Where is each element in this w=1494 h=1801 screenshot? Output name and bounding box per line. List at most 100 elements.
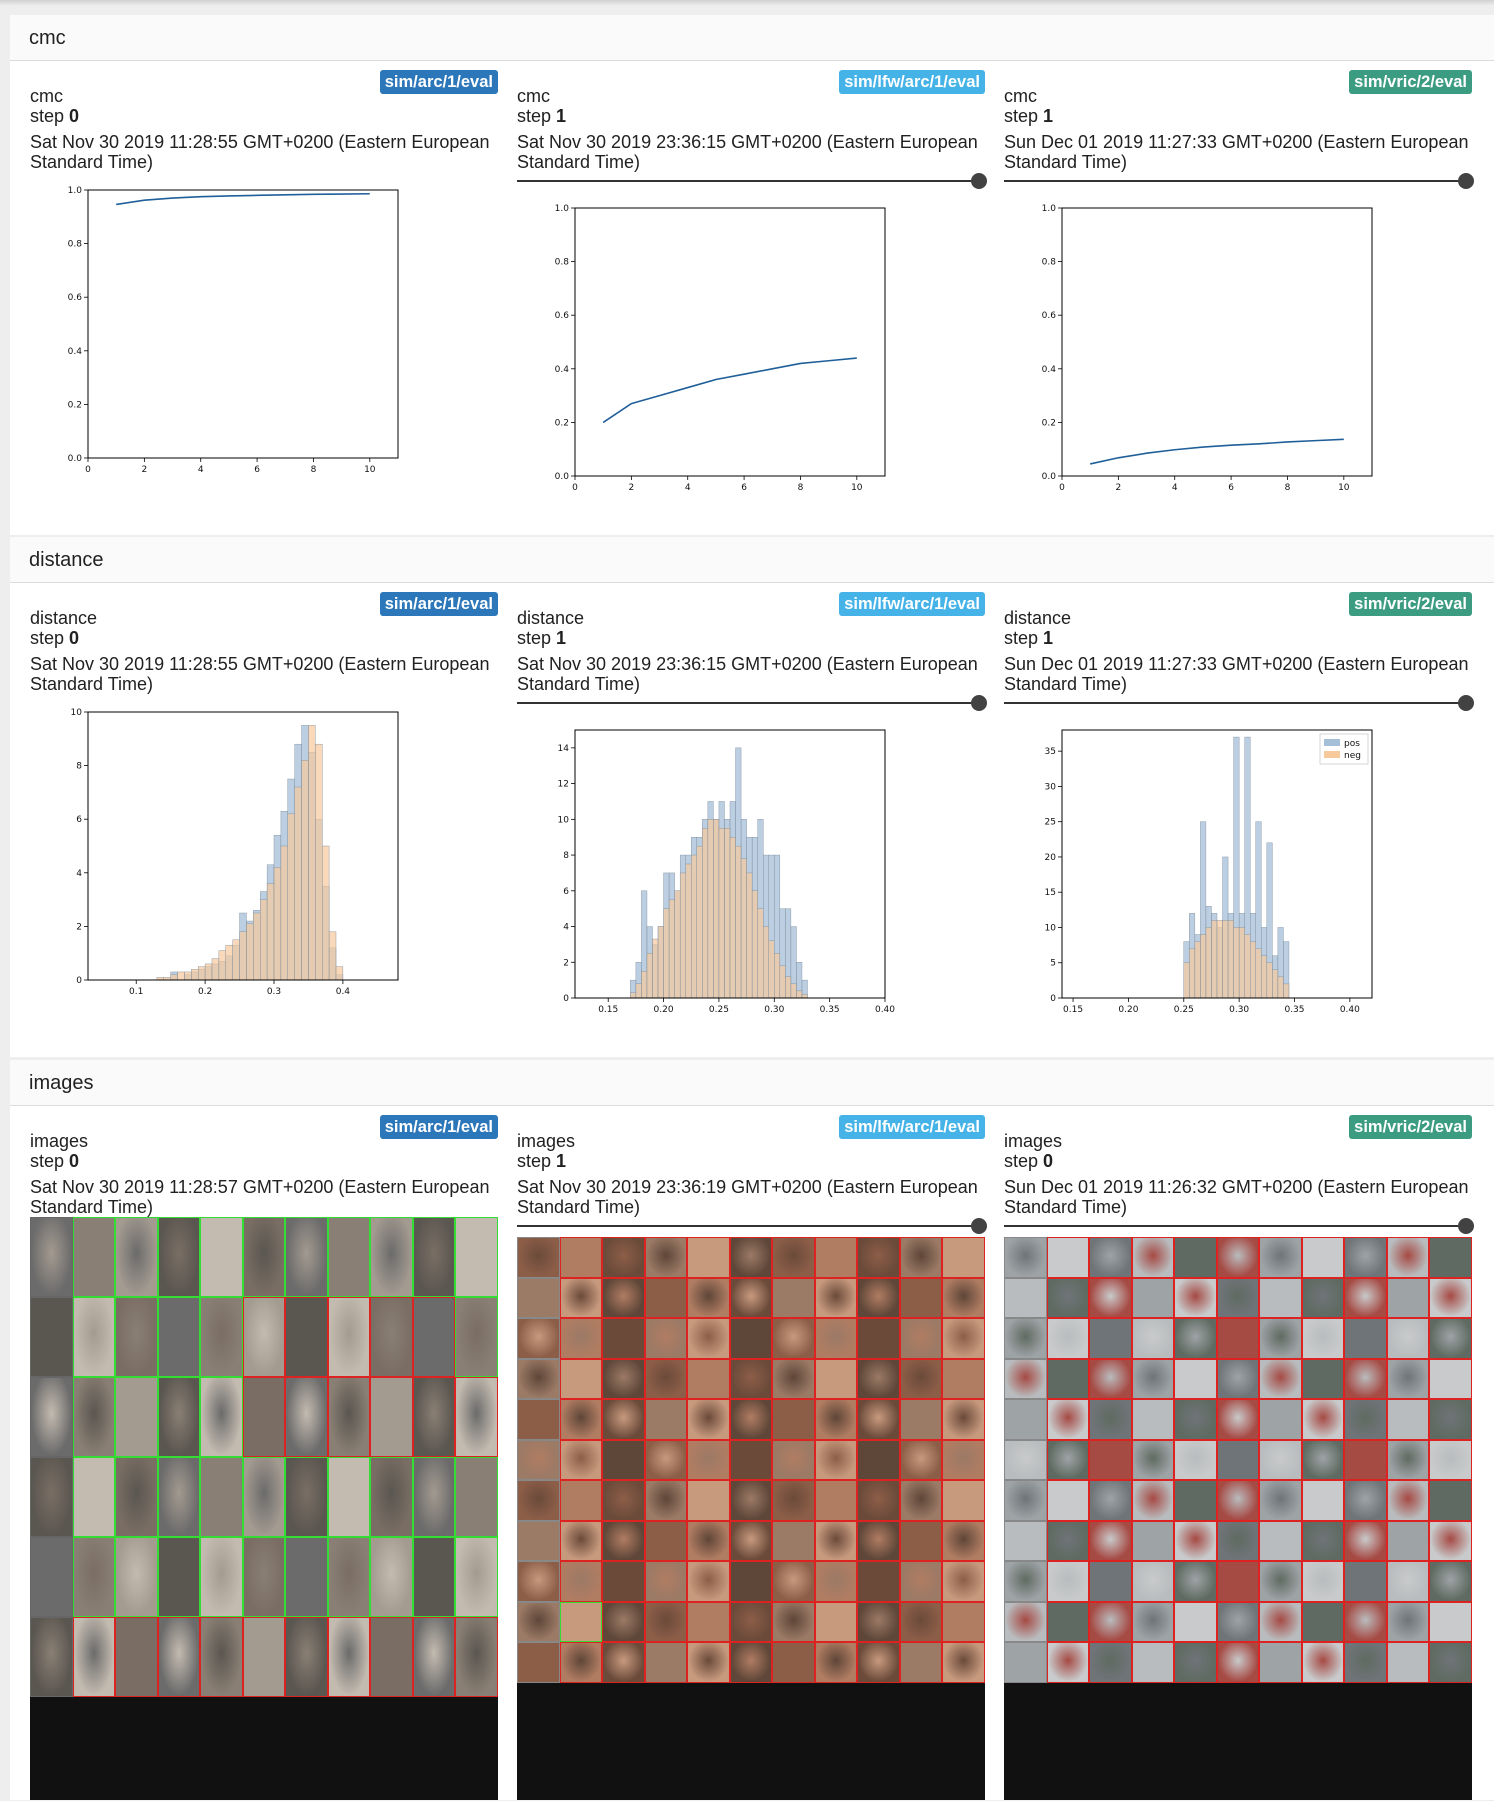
run-tag: sim/arc/1/eval xyxy=(379,592,498,616)
thumbnail xyxy=(602,1318,645,1359)
thumbnail xyxy=(1344,1520,1387,1561)
hist-bar-1-29 xyxy=(294,786,302,981)
card-cmc-1: sim/lfw/arc/1/eval cmc step 1 Sat Nov 30 20… xyxy=(517,66,987,526)
thumbnail xyxy=(602,1237,645,1278)
thumbnail xyxy=(517,1480,560,1521)
thumbnail xyxy=(729,1318,773,1359)
thumbnail xyxy=(1174,1318,1217,1359)
hist-bar-1-17 xyxy=(211,958,220,981)
chart-line: 0.0 0.2 0.4 0.6 0.8 1.0 0 2 4 6 8 10 xyxy=(555,204,886,493)
hist-bar-1-31 xyxy=(801,994,808,999)
thumbnail xyxy=(1344,1642,1387,1683)
slider-handle[interactable] xyxy=(971,1218,987,1234)
hist-bar-1-12 xyxy=(696,845,703,999)
step-label: step xyxy=(517,1151,552,1171)
thumbnail xyxy=(200,1297,243,1377)
thumbnail xyxy=(370,1457,413,1537)
thumbnail xyxy=(687,1277,730,1318)
thumbnail xyxy=(412,1297,456,1377)
thumbnail xyxy=(857,1318,900,1359)
thumbnail xyxy=(1131,1439,1175,1480)
timestamp: Sat Nov 30 2019 11:28:55 GMT+0200 (Easte… xyxy=(30,654,490,694)
hist-bar-1-14 xyxy=(191,969,199,981)
step-slider[interactable] xyxy=(517,1218,987,1234)
thumbnail xyxy=(455,1617,498,1697)
card-images-0: sim/arc/1/eval images step 0 Sat Nov 30 201… xyxy=(30,1111,498,1801)
thumbnail xyxy=(1386,1237,1430,1278)
thumbnail xyxy=(115,1377,158,1457)
slider-handle[interactable] xyxy=(971,173,987,189)
y-tick-label: 0.6 xyxy=(555,311,570,321)
section-header-distance[interactable]: distance xyxy=(10,537,1494,583)
timestamp: Sun Dec 01 2019 11:27:33 GMT+0200 (Easte… xyxy=(1004,132,1469,172)
step-slider[interactable] xyxy=(517,173,987,189)
hist-bar-neg-2 xyxy=(1194,941,1201,999)
section-header-images[interactable]: images xyxy=(10,1060,1494,1106)
thumbnail xyxy=(1386,1520,1430,1561)
step-slider[interactable] xyxy=(517,695,987,711)
thumbnail xyxy=(1046,1358,1090,1399)
thumbnail xyxy=(1429,1399,1472,1440)
thumbnail xyxy=(157,1457,201,1537)
y-tick-label: 0.0 xyxy=(68,454,83,464)
slider-handle[interactable] xyxy=(1458,695,1474,711)
hist-bar-1-11 xyxy=(170,974,178,981)
step-slider[interactable] xyxy=(1004,173,1474,189)
thumbnail xyxy=(729,1642,773,1683)
card-title: images xyxy=(30,1131,89,1151)
x-tick-label: 6 xyxy=(1228,483,1234,493)
thumbnail xyxy=(1259,1642,1302,1683)
y-tick-label: 4 xyxy=(76,869,82,879)
card-title: cmc xyxy=(1004,86,1037,106)
hist-bar-1-7 xyxy=(668,899,675,999)
step-slider[interactable] xyxy=(1004,695,1474,711)
hist-bar-neg-1 xyxy=(1189,948,1196,999)
slider-handle[interactable] xyxy=(1458,1218,1474,1234)
thumbnail xyxy=(1046,1318,1090,1359)
thumbnail xyxy=(1089,1642,1132,1683)
thumbnail xyxy=(1004,1561,1047,1602)
run-tag: sim/arc/1/eval xyxy=(379,1115,498,1139)
y-tick-label: 1.0 xyxy=(1042,204,1057,214)
thumbnail xyxy=(644,1237,688,1278)
x-tick-label: 8 xyxy=(798,483,804,493)
x-tick-label: 2 xyxy=(141,465,147,475)
thumbnail xyxy=(772,1318,815,1359)
thumbnail xyxy=(1046,1277,1090,1318)
hist-bar-neg-15 xyxy=(1266,962,1273,999)
hist-bar-1-22 xyxy=(751,890,758,999)
thumbnail xyxy=(455,1297,498,1377)
thumbnail xyxy=(517,1439,560,1480)
hist-bar-1-5 xyxy=(657,926,664,999)
card-title: cmc xyxy=(30,86,63,106)
y-tick-label: 2 xyxy=(563,958,569,968)
thumbnail xyxy=(1429,1480,1472,1521)
image-grid-pedestrians[interactable] xyxy=(30,1217,498,1800)
step-slider[interactable] xyxy=(1004,1218,1474,1234)
slider-handle[interactable] xyxy=(1458,173,1474,189)
thumbnail xyxy=(157,1617,201,1697)
hist-bar-1-21 xyxy=(239,931,247,981)
y-tick-label: 10 xyxy=(71,708,83,718)
thumbnail xyxy=(327,1377,371,1457)
thumbnail xyxy=(644,1318,688,1359)
thumbnail xyxy=(115,1537,158,1617)
hist-bar-1-8 xyxy=(674,890,681,999)
image-grid-faces[interactable] xyxy=(517,1237,985,1800)
hist-bar-1-27 xyxy=(280,845,288,981)
slider-handle[interactable] xyxy=(971,695,987,711)
thumbnail xyxy=(517,1642,560,1683)
thumbnail xyxy=(1386,1601,1430,1642)
section-header-cmc[interactable]: cmc xyxy=(10,15,1494,61)
hist-bar-1-18 xyxy=(729,836,736,999)
image-grid-vehicles[interactable] xyxy=(1004,1237,1472,1800)
thumbnail xyxy=(559,1480,603,1521)
hist-bar-1-24 xyxy=(763,926,769,999)
thumbnail xyxy=(772,1399,815,1440)
thumbnail xyxy=(1344,1601,1387,1642)
chart-line: 0.0 0.2 0.4 0.6 0.8 1.0 0 2 4 6 8 10 xyxy=(68,186,399,475)
card-title: images xyxy=(1004,1131,1063,1151)
y-tick-label: 0.4 xyxy=(555,365,570,375)
thumbnail xyxy=(687,1358,730,1399)
thumbnail xyxy=(1131,1642,1175,1683)
